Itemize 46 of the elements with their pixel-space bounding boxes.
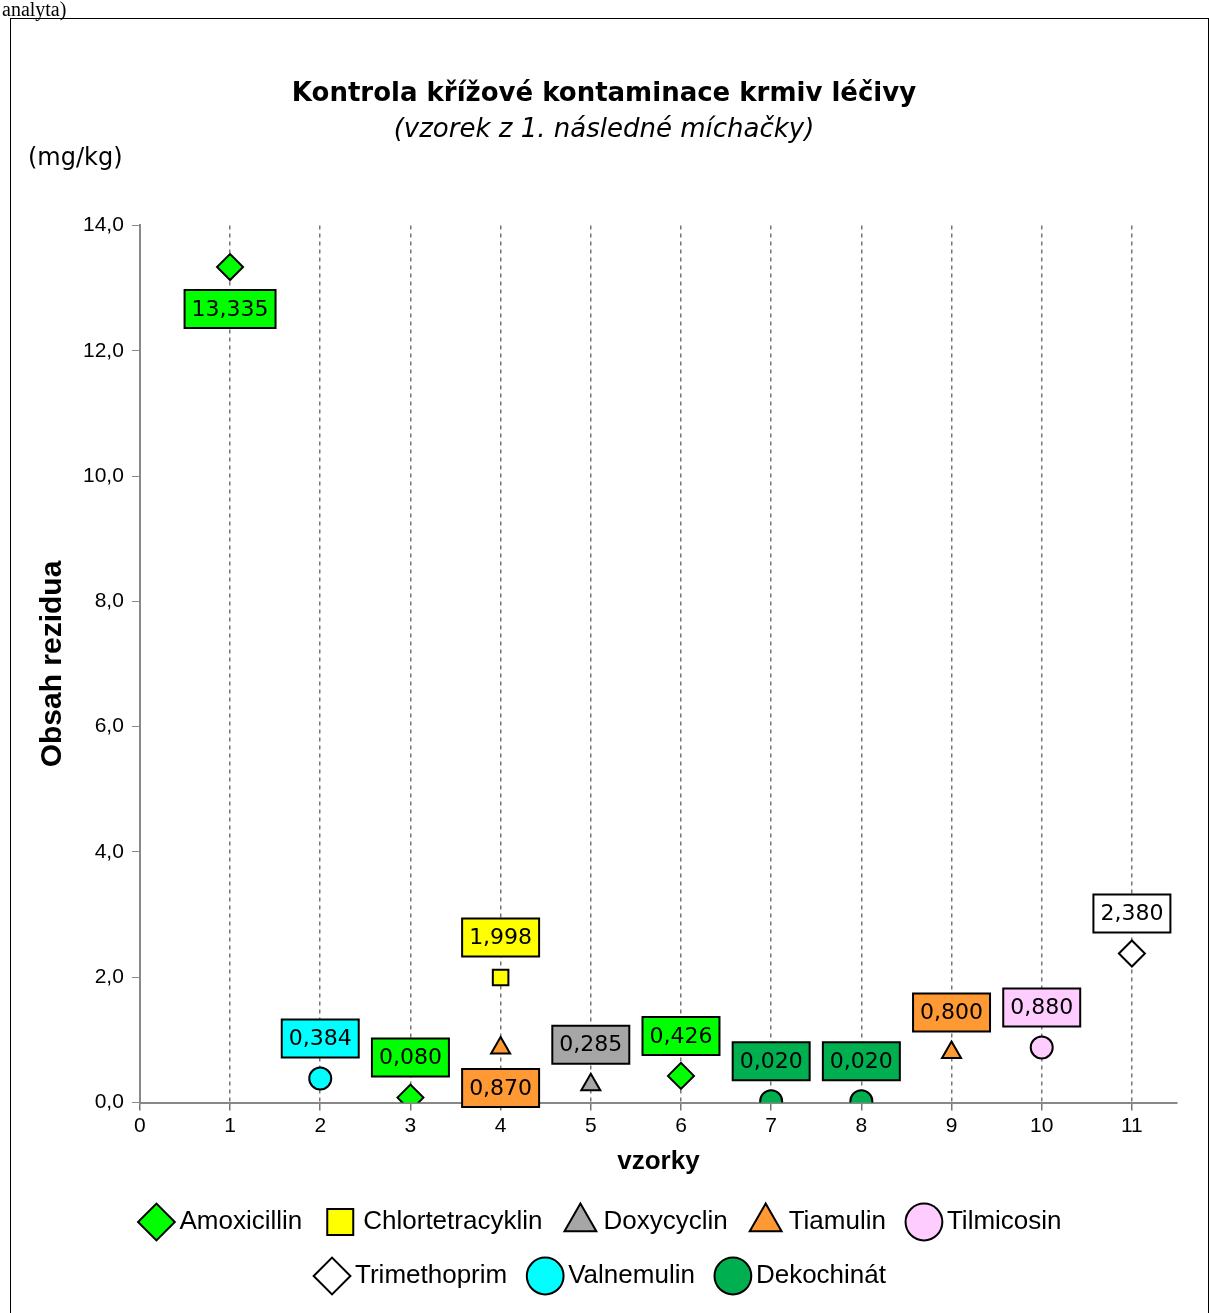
legend-label: Doxycyclin: [603, 1205, 728, 1236]
data-label: 0,870: [469, 1074, 533, 1100]
y-tick-label: 12,0: [83, 337, 124, 361]
data-label: 13,335: [191, 295, 269, 321]
data-label: 2,380: [1100, 900, 1164, 926]
legend-label: Tiamulin: [788, 1205, 886, 1236]
data-label: 0,880: [1010, 994, 1074, 1020]
legend-label: Valnemulin: [568, 1259, 695, 1290]
legend-label: Tilmicosin: [946, 1205, 1062, 1236]
data-label: 1,998: [469, 924, 533, 950]
data-label: 0,426: [649, 1022, 713, 1048]
x-tick-label: 4: [494, 1113, 507, 1136]
x-tick-label: 3: [404, 1113, 417, 1136]
x-tick-label: 7: [765, 1113, 778, 1136]
x-tick-label: 8: [855, 1113, 868, 1136]
y-tick-label: 6,0: [94, 713, 124, 737]
y-tick-label: 10,0: [83, 462, 124, 486]
data-label: 0,020: [739, 1048, 803, 1074]
x-axis-title: vzorky: [617, 1144, 701, 1175]
x-tick-label: 1: [224, 1113, 236, 1136]
legend-label: Dekochinát: [755, 1259, 887, 1290]
legend-label: Chlortetracyklin: [363, 1205, 543, 1236]
y-tick-label: 0,0: [94, 1089, 124, 1113]
y-tick-label: 2,0: [94, 964, 124, 988]
data-label: 0,080: [378, 1044, 442, 1070]
legend-label: Trimethoprim: [355, 1259, 508, 1290]
x-tick-label: 2: [314, 1113, 327, 1136]
y-tick-label: 8,0: [94, 588, 124, 612]
x-tick-label: 11: [1121, 1113, 1143, 1136]
chart-subtitle: (vzorek z 1. následné míchačky): [393, 112, 815, 143]
chart-title: Kontrola křížové kontaminace krmiv léčivy: [291, 77, 917, 108]
x-tick-label: 5: [584, 1113, 597, 1136]
data-label: 0,384: [288, 1025, 352, 1051]
x-tick-label: 6: [675, 1113, 687, 1136]
data-label: 0,020: [829, 1048, 893, 1074]
x-tick-label: 9: [945, 1113, 958, 1136]
text: analyta): [2, 0, 67, 22]
y-axis-title: Obsah rezidua: [34, 560, 68, 768]
y-tick-label: 4,0: [94, 838, 124, 862]
y-tick-label: 14,0: [83, 212, 124, 236]
data-label: 0,285: [559, 1031, 623, 1057]
legend-label: Amoxicillin: [179, 1205, 303, 1236]
data-label: 0,800: [920, 999, 984, 1025]
x-tick-label: 10: [1030, 1113, 1054, 1136]
x-tick-label: 0: [134, 1113, 146, 1136]
text: (mg/kg): [28, 142, 123, 173]
